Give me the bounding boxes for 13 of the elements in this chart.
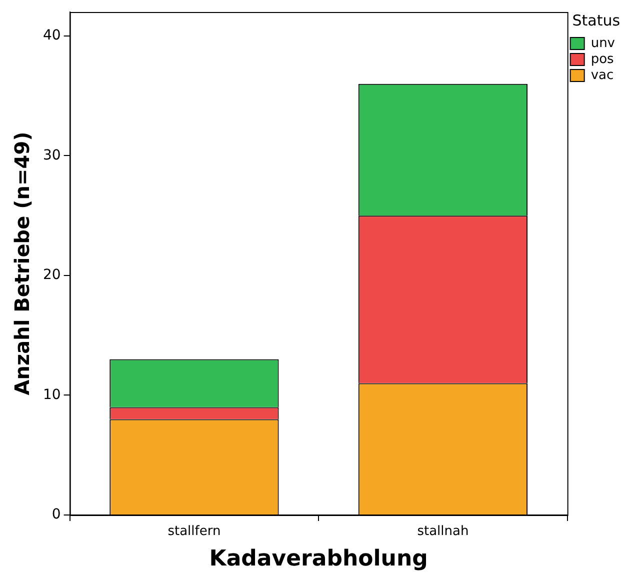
y-axis-title: Anzahl Betriebe (n=49) xyxy=(10,132,34,396)
x-axis-title: Kadaverabholung xyxy=(209,546,428,572)
legend-label: vac xyxy=(590,68,614,83)
y-tick-label: 30 xyxy=(42,147,61,164)
y-tick-label: 0 xyxy=(52,506,61,523)
y-tick-label: 10 xyxy=(42,386,61,403)
y-tick-label: 20 xyxy=(42,267,61,284)
legend-label: pos xyxy=(590,52,614,67)
legend-title: Status xyxy=(572,11,620,30)
y-tick-label: 40 xyxy=(42,28,61,44)
x-tick-label: stallnah xyxy=(417,524,469,540)
x-tick-label: stallfern xyxy=(168,524,221,540)
legend-label: unv xyxy=(590,36,616,51)
